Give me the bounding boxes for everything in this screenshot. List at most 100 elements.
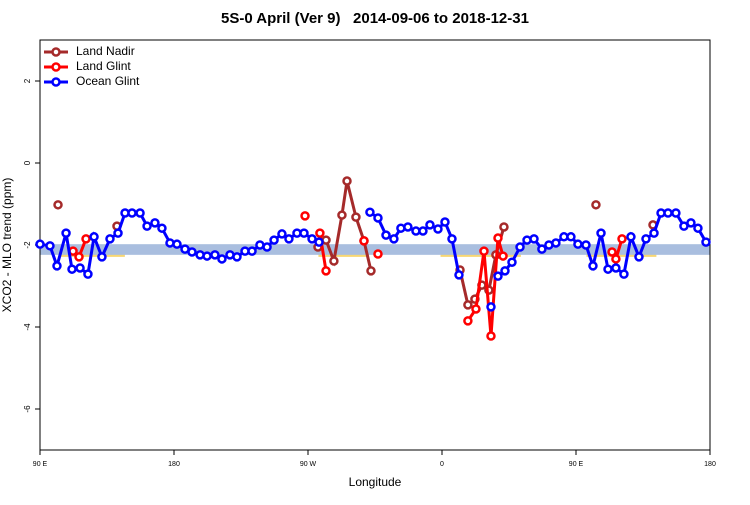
data-point <box>35 239 45 249</box>
y-tick-label: -2 <box>23 241 32 249</box>
data-point <box>515 242 525 252</box>
data-point <box>74 252 84 262</box>
data-point <box>284 234 294 244</box>
data-point <box>157 223 167 233</box>
data-point <box>529 234 539 244</box>
data-point <box>626 232 636 242</box>
data-point <box>641 234 651 244</box>
data-point <box>463 316 473 326</box>
y-tick-label: -6 <box>23 405 32 413</box>
data-point <box>262 242 272 252</box>
legend-marker <box>51 62 61 72</box>
data-point <box>172 239 182 249</box>
data-point <box>210 250 220 260</box>
data-point <box>581 240 591 250</box>
data-point <box>566 232 576 242</box>
data-point <box>365 207 375 217</box>
data-point <box>217 254 227 264</box>
data-point <box>619 269 629 279</box>
data-point <box>307 234 317 244</box>
data-point <box>142 221 152 231</box>
data-point <box>299 228 309 238</box>
data-point <box>150 218 160 228</box>
y-tick-label: -4 <box>23 323 32 331</box>
data-point <box>52 261 62 271</box>
data-point <box>486 302 496 312</box>
data-point <box>479 246 489 256</box>
data-point <box>634 252 644 262</box>
data-point <box>611 254 621 264</box>
data-point <box>617 234 627 244</box>
legend-label: Ocean Glint <box>76 74 140 88</box>
data-point <box>499 222 509 232</box>
data-point <box>67 264 77 274</box>
data-point <box>89 232 99 242</box>
data-point <box>75 263 85 273</box>
data-point <box>454 270 464 280</box>
legend-marker <box>51 77 61 87</box>
data-point <box>359 236 369 246</box>
y-axis-label: XCO2 - MLO trend (ppm) <box>0 178 14 313</box>
data-point <box>61 228 71 238</box>
data-point <box>389 234 399 244</box>
y-tick-label: 0 <box>23 160 32 165</box>
data-point <box>679 221 689 231</box>
data-point <box>232 252 242 262</box>
data-point <box>300 211 310 221</box>
data-point <box>135 208 145 218</box>
data-point <box>607 247 617 257</box>
data-point <box>663 208 673 218</box>
data-point <box>321 266 331 276</box>
x-tick-label: 90 E <box>569 461 584 468</box>
data-point <box>373 213 383 223</box>
data-point <box>603 264 613 274</box>
data-point <box>418 226 428 236</box>
data-point <box>433 224 443 234</box>
x-tick-label: 0 <box>440 461 444 468</box>
data-point <box>342 176 352 186</box>
data-point <box>551 238 561 248</box>
data-point <box>486 331 496 341</box>
legend-label: Land Nadir <box>76 44 135 58</box>
x-axis-label: Longitude <box>349 475 402 489</box>
data-point <box>440 217 450 227</box>
x-tick-label: 180 <box>704 461 716 468</box>
data-point <box>596 228 606 238</box>
data-point <box>105 234 115 244</box>
data-point <box>537 244 547 254</box>
data-point <box>113 228 123 238</box>
data-point <box>500 266 510 276</box>
data-point <box>81 234 91 244</box>
data-point <box>315 228 325 238</box>
x-tick-label: 90 E <box>33 461 48 468</box>
data-point <box>686 218 696 228</box>
data-point <box>314 237 324 247</box>
data-point <box>649 228 659 238</box>
data-point <box>381 230 391 240</box>
data-point <box>671 208 681 218</box>
data-point <box>471 304 481 314</box>
data-point <box>247 246 257 256</box>
chart-title: 5S-0 April (Ver 9) 2014-09-06 to 2018-12… <box>221 10 529 27</box>
legend-label: Land Glint <box>76 59 131 73</box>
data-point <box>611 263 621 273</box>
data-point <box>202 251 212 261</box>
data-point <box>701 237 711 247</box>
data-point <box>373 249 383 259</box>
x-tick-label: 180 <box>168 461 180 468</box>
data-point <box>463 300 473 310</box>
data-point <box>493 271 503 281</box>
band <box>40 244 710 255</box>
data-point <box>269 235 279 245</box>
data-point <box>351 212 361 222</box>
data-point <box>693 223 703 233</box>
data-point <box>447 234 457 244</box>
data-point <box>45 241 55 251</box>
data-point <box>573 239 583 249</box>
data-point <box>498 251 508 261</box>
data-point <box>187 247 197 257</box>
data-point <box>425 220 435 230</box>
data-point <box>337 210 347 220</box>
x-tick-label: 90 W <box>300 461 317 468</box>
